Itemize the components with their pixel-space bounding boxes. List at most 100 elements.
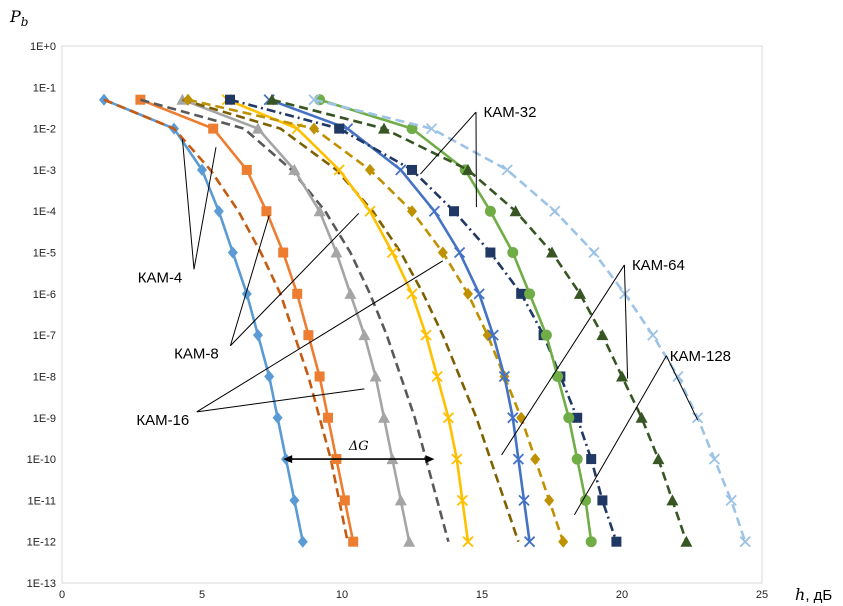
leader-line-1-0 [229, 215, 270, 346]
series-line-10 [319, 98, 593, 542]
data-point-4-6 [358, 329, 371, 341]
x-tick-label: 0 [59, 589, 65, 601]
data-point-9-1 [334, 123, 345, 134]
y-axis-title-main: P [9, 7, 21, 26]
data-point-2-3 [261, 206, 272, 217]
series-line-0 [103, 98, 305, 542]
delta-g-arrow-head-left [283, 455, 293, 464]
data-point-2-10 [339, 495, 350, 506]
data-point-4-10 [394, 494, 407, 506]
data-point-8-11 [523, 536, 536, 548]
data-point-4-2 [288, 163, 301, 175]
y-tick-label: 1E-5 [33, 248, 56, 260]
y-tick-label: 1E-6 [33, 289, 56, 301]
y-tick-label: 1E+0 [30, 41, 56, 53]
data-point-9-11 [611, 536, 622, 547]
data-point-10-7 [552, 370, 564, 382]
data-point-7-5 [463, 287, 473, 300]
data-point-4-5 [344, 287, 357, 299]
x-axis-title-var: h [795, 585, 805, 604]
data-point-9-2 [407, 164, 417, 175]
data-point-2-4 [278, 247, 289, 258]
data-point-7-0 [183, 93, 193, 106]
data-point-10-6 [540, 329, 552, 341]
y-tick-label: 1E-2 [33, 124, 56, 136]
data-point-2-8 [323, 412, 333, 423]
data-point-4-3 [313, 205, 326, 217]
data-point-10-8 [563, 412, 575, 424]
annotation-label-0: КАМ-4 [138, 269, 183, 286]
series-line-1 [103, 98, 349, 542]
data-point-12-10 [725, 494, 737, 507]
data-point-12-2 [501, 164, 513, 176]
delta-g-arrow-head-right [425, 455, 435, 464]
data-point-7-3 [407, 205, 417, 218]
delta-g-label: ΔG [348, 439, 369, 454]
data-point-7-2 [365, 163, 375, 176]
y-tick-label: 1E-9 [33, 413, 56, 425]
y-tick-label: 1E-10 [27, 454, 56, 466]
data-point-4-7 [369, 370, 382, 382]
series-layer [99, 93, 751, 548]
data-point-0-4 [227, 246, 238, 259]
data-point-9-9 [586, 454, 597, 465]
leader-line-5-1 [573, 355, 667, 516]
annotation-label-4: КАМ-64 [632, 257, 685, 274]
y-axis-title: Pb [9, 7, 28, 29]
data-point-6-3 [364, 205, 376, 217]
series-line-5 [182, 98, 520, 543]
x-tick-label: 25 [756, 589, 768, 601]
data-point-11-0 [266, 93, 278, 105]
data-point-7-1 [309, 122, 319, 135]
data-point-0-2 [197, 163, 207, 176]
data-point-9-0 [225, 94, 235, 105]
data-point-12-11 [739, 536, 751, 548]
leader-line-0-0 [181, 138, 195, 270]
data-point-12-6 [647, 329, 659, 341]
data-point-11-3 [509, 205, 522, 217]
data-point-9-5 [516, 288, 527, 299]
series-line-12 [313, 98, 747, 543]
annotation-label-2: КАМ-16 [136, 412, 189, 429]
data-point-10-1 [406, 123, 418, 135]
data-point-12-1 [425, 122, 438, 135]
data-point-2-2 [241, 164, 252, 175]
data-point-11-8 [635, 411, 648, 423]
series-line-9 [229, 98, 618, 543]
data-point-4-8 [378, 411, 390, 423]
data-point-9-8 [572, 412, 583, 423]
series-6 [221, 94, 474, 548]
x-tick-label: 5 [199, 589, 205, 601]
data-point-6-8 [442, 412, 455, 424]
data-point-9-3 [449, 206, 459, 217]
annotation-layer: КАМ-4 КАМ-8 КАМ-16 КАМ-32 КАМ-64 КАМ-128 ΔG [136, 104, 731, 516]
data-point-7-10 [544, 494, 555, 507]
data-point-10-5 [524, 288, 536, 300]
data-point-0-8 [272, 411, 283, 424]
annotation-label-1: КАМ-8 [174, 346, 219, 363]
data-point-6-5 [406, 288, 418, 300]
leader-line-5-0 [665, 355, 699, 421]
series-line-7 [187, 98, 565, 543]
y-tick-label: 1E-8 [33, 371, 56, 383]
data-point-6-7 [431, 370, 443, 383]
data-point-8-8 [507, 412, 519, 424]
series-line-2 [139, 98, 355, 542]
data-point-2-7 [314, 371, 325, 382]
y-axis-title-sub: b [21, 15, 29, 29]
data-point-10-4 [507, 247, 519, 259]
data-point-7-9 [530, 453, 541, 466]
data-point-2-6 [303, 330, 314, 341]
series-3 [140, 98, 450, 543]
data-point-8-4 [453, 246, 466, 259]
data-point-8-7 [498, 370, 511, 383]
series-line-6 [226, 98, 470, 542]
data-point-10-3 [484, 205, 496, 217]
data-point-11-11 [680, 535, 693, 547]
data-point-6-4 [386, 246, 399, 259]
x-tick-label: 10 [336, 589, 348, 601]
data-point-12-8 [691, 412, 704, 424]
data-point-0-11 [297, 535, 308, 548]
data-point-2-1 [208, 123, 219, 134]
series-line-8 [268, 98, 531, 542]
